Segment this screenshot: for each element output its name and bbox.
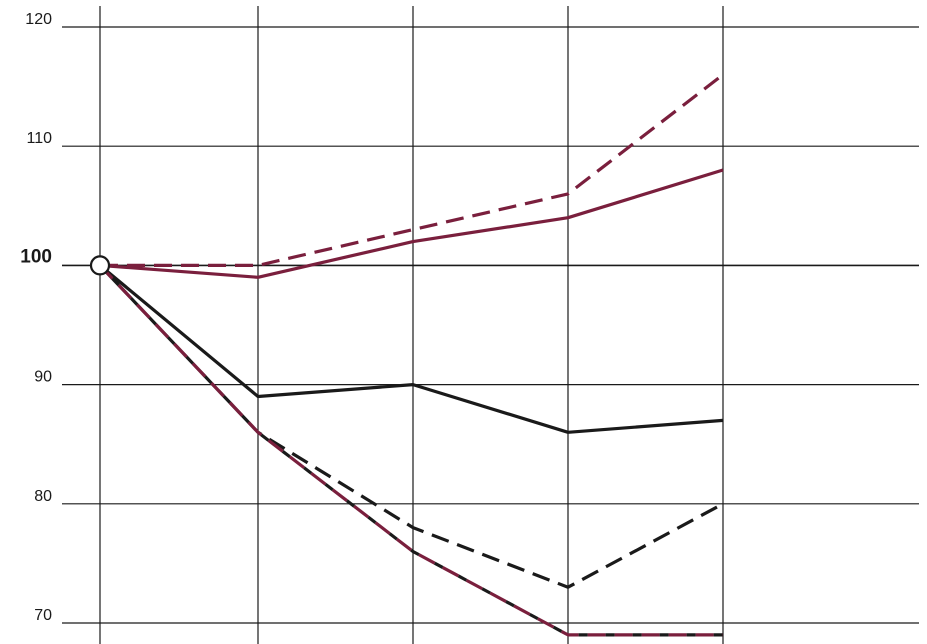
y-tick-label-80: 80 [34, 488, 52, 505]
series-line-5-overlay [98, 264, 723, 637]
series-line-1 [99, 168, 724, 279]
series-line-5 [98, 264, 723, 637]
series-line-2 [100, 73, 724, 267]
grid [62, 6, 919, 644]
y-tick-label-110: 110 [26, 130, 52, 147]
y-tick-label-100: 100 [20, 246, 52, 267]
y-tick-label-120: 120 [25, 11, 52, 28]
y-tick-label-90: 90 [34, 369, 52, 386]
y-tick-label-70: 70 [34, 607, 52, 624]
markers [89, 255, 111, 276]
y-axis-ticks: 120 110 100 90 80 70 [20, 11, 52, 624]
series-line-4 [98, 264, 724, 589]
series-lines [98, 73, 724, 637]
origin-marker [89, 255, 111, 276]
series-line-3 [98, 264, 724, 434]
